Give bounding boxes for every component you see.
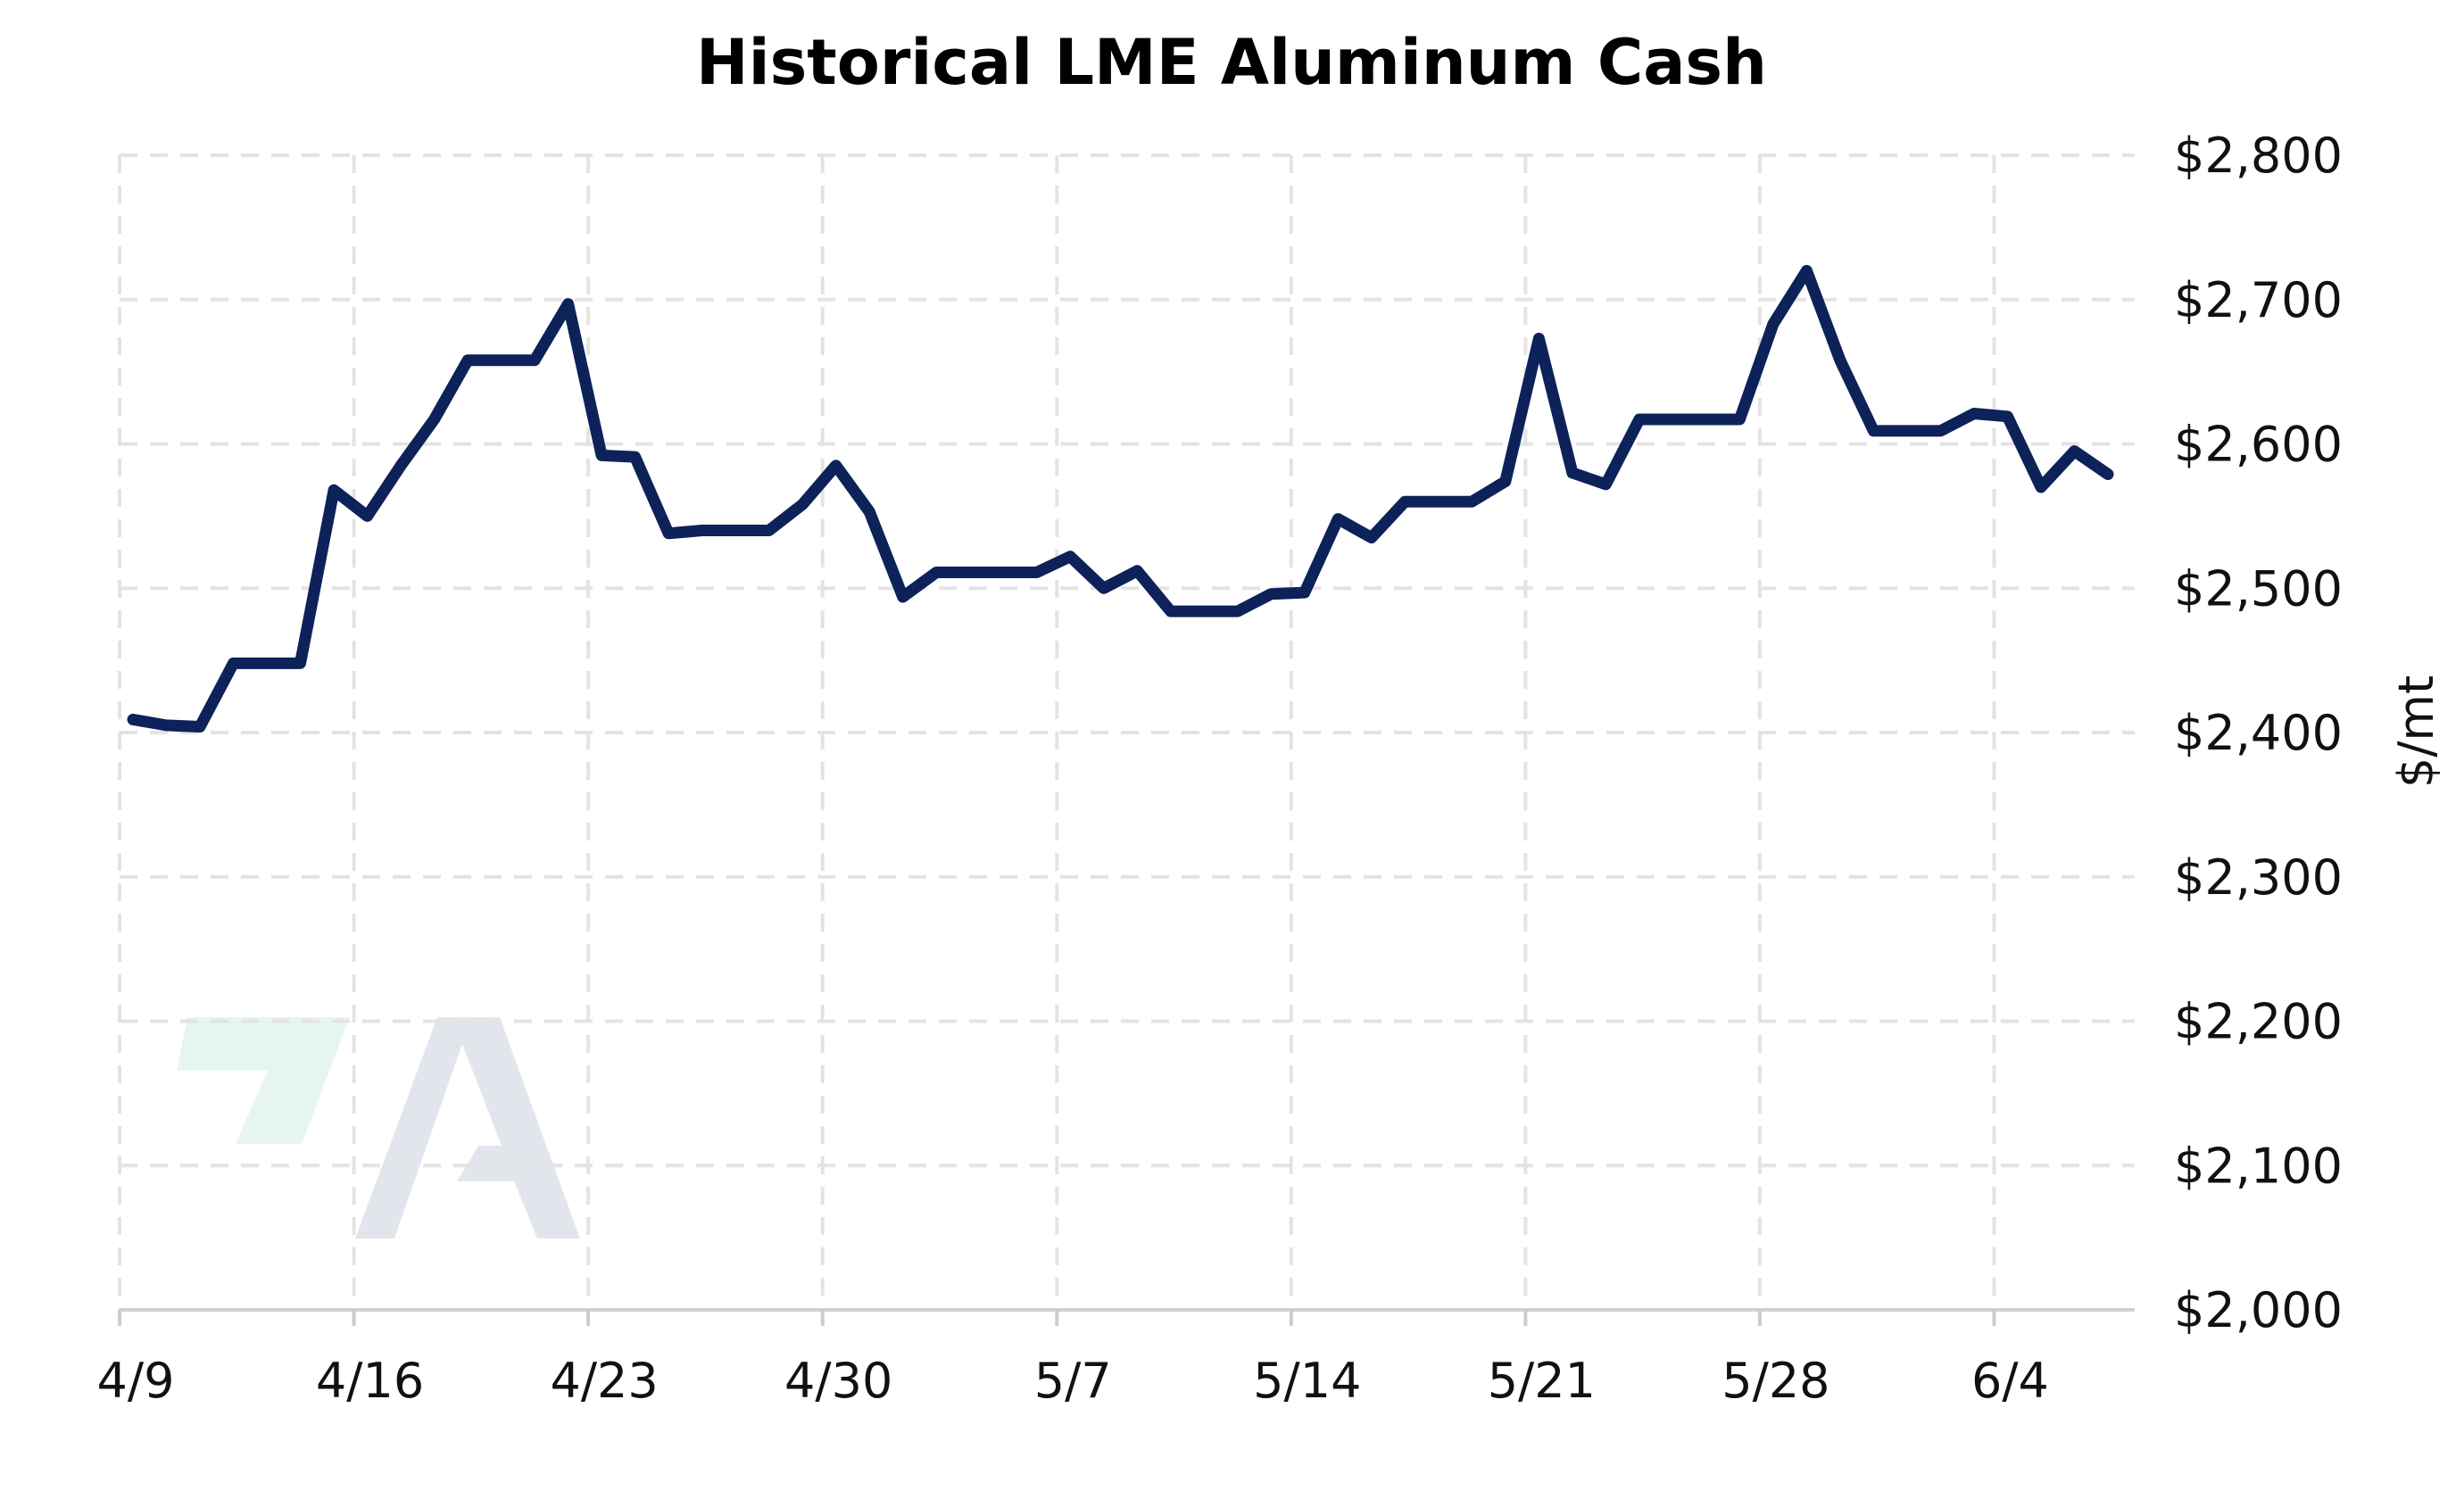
- x-tick-label: 6/4: [1971, 1353, 2049, 1409]
- data-point: [1636, 417, 1642, 422]
- y-tick-label: $2,500: [2174, 560, 2343, 617]
- data-point: [1904, 427, 1910, 434]
- x-tick-label: 4/30: [784, 1353, 892, 1409]
- data-point: [900, 594, 906, 600]
- x-tick-label: 5/21: [1488, 1353, 1596, 1409]
- data-point: [1603, 481, 1609, 487]
- data-point: [599, 452, 605, 459]
- data-point: [163, 722, 170, 728]
- data-point: [1536, 335, 1542, 342]
- data-point: [197, 724, 203, 730]
- data-point: [1201, 609, 1207, 615]
- y-tick-label: $2,600: [2174, 417, 2343, 473]
- y-tick-label: $2,000: [2174, 1282, 2343, 1338]
- data-point: [1502, 478, 1508, 484]
- data-point: [1402, 499, 1408, 505]
- data-point: [766, 527, 772, 534]
- logo-letter-shape: [355, 1017, 580, 1238]
- horizontal-gridlines: [120, 153, 2135, 1168]
- series-group: [127, 264, 2114, 733]
- data-point: [967, 569, 973, 576]
- data-point: [666, 530, 672, 536]
- data-point: [230, 660, 236, 667]
- data-point: [867, 509, 873, 515]
- x-tick-label: 4/9: [97, 1353, 175, 1409]
- data-point: [933, 569, 940, 576]
- data-point: [2105, 471, 2111, 477]
- y-tick-label: $2,300: [2174, 849, 2343, 906]
- data-point: [1937, 427, 1944, 434]
- data-point: [364, 513, 370, 519]
- series-line: [127, 264, 2114, 733]
- data-point: [2038, 484, 2044, 490]
- data-point: [1234, 609, 1240, 615]
- data-point: [1703, 417, 1709, 422]
- x-tick-label: 4/23: [550, 1353, 658, 1409]
- data-point: [1804, 268, 1810, 274]
- x-axis-ticks: [118, 1310, 1996, 1326]
- chart-title: Historical LME Aluminum Cash: [696, 26, 1767, 99]
- y-axis-tick-labels: $2,000 $2,100 $2,200 $2,300 $2,400 $2,500 $2,6…: [2174, 128, 2343, 1338]
- data-point: [1301, 590, 1307, 596]
- data-point: [130, 716, 136, 723]
- x-tick-label: 4/16: [316, 1353, 424, 1409]
- y-tick-label: $2,800: [2174, 128, 2343, 184]
- y-tick-label: $2,700: [2174, 272, 2343, 328]
- data-point: [1000, 569, 1007, 576]
- data-point: [1335, 516, 1341, 522]
- data-point: [1368, 534, 1374, 541]
- y-axis-label: $/mt: [2388, 675, 2444, 788]
- x-tick-label: 5/14: [1253, 1353, 1361, 1409]
- data-point: [1569, 469, 1575, 476]
- data-point: [1737, 417, 1743, 422]
- data-point: [833, 462, 839, 468]
- data-point: [1770, 321, 1776, 327]
- logo-accent-shape: [177, 1017, 350, 1144]
- data-point: [465, 357, 471, 363]
- data-point: [398, 462, 404, 468]
- data-point: [699, 527, 705, 534]
- data-point: [1837, 357, 1843, 363]
- x-tick-label: 5/7: [1034, 1353, 1112, 1409]
- data-point: [733, 527, 739, 534]
- data-point: [565, 301, 571, 307]
- watermark-logo: [177, 1017, 580, 1238]
- y-tick-label: $2,200: [2174, 994, 2343, 1050]
- data-point: [1435, 499, 1441, 505]
- data-point: [2071, 448, 2078, 454]
- data-point: [1134, 567, 1141, 574]
- y-tick-label: $2,100: [2174, 1138, 2343, 1194]
- data-point: [1268, 591, 1274, 597]
- data-point: [431, 417, 437, 422]
- data-point: [1971, 410, 1977, 417]
- data-point: [1167, 609, 1174, 615]
- data-point: [331, 487, 337, 493]
- data-point: [532, 357, 538, 363]
- x-axis-tick-labels: 4/9 4/16 4/23 4/30 5/7 5/14 5/21 5/28 6/4: [97, 1353, 2049, 1409]
- data-point: [264, 660, 270, 667]
- data-point: [498, 357, 504, 363]
- data-point: [632, 454, 638, 460]
- data-point: [800, 501, 806, 508]
- data-point: [1100, 585, 1107, 592]
- data-point: [2004, 413, 2011, 419]
- y-tick-label: $2,400: [2174, 705, 2343, 761]
- data-point: [1033, 569, 1040, 576]
- data-point: [297, 660, 303, 667]
- x-tick-label: 5/28: [1721, 1353, 1829, 1409]
- data-point: [1067, 553, 1074, 559]
- data-point: [1670, 417, 1676, 422]
- data-point: [1871, 427, 1877, 434]
- data-point: [1469, 499, 1475, 505]
